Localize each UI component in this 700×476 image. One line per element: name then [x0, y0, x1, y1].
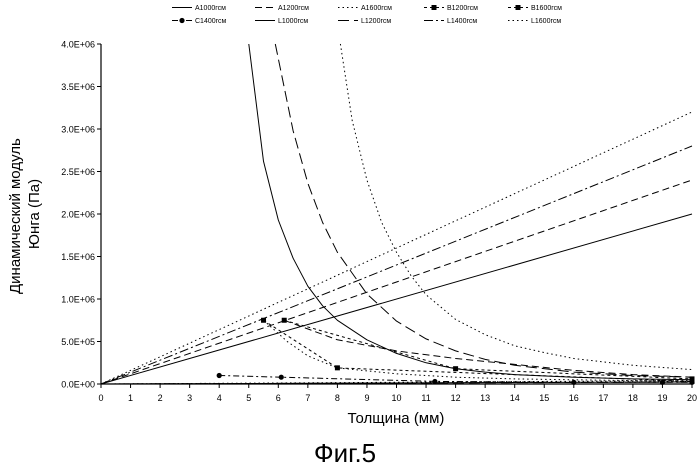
y-tick-label: 2.5E+06	[61, 167, 95, 177]
series-line	[340, 44, 692, 370]
legend-entry: L1400гсм	[424, 18, 477, 25]
x-tick-label: 6	[276, 393, 281, 403]
series-A1600гсм	[101, 112, 692, 384]
data-point	[282, 318, 287, 323]
series-line	[264, 320, 693, 381]
legend-entry: B1200гсм	[424, 5, 478, 12]
data-point	[279, 375, 284, 380]
series-line	[101, 112, 692, 384]
series-curve-13	[284, 320, 692, 377]
legend-label: B1600гсм	[531, 5, 562, 12]
series-curve-11	[275, 44, 692, 377]
x-tick-label: 3	[187, 393, 192, 403]
x-tick-label: 18	[628, 393, 638, 403]
series-line	[101, 146, 692, 384]
y-ticks: 0.0E+00 5.0E+05 1.0E+06 1.5E+06 2.0E+06 2.5E+…	[61, 40, 101, 390]
x-tick-label: 8	[335, 393, 340, 403]
x-tick-label: 4	[217, 393, 222, 403]
series-L1400гсм	[101, 146, 692, 384]
legend-marker	[516, 5, 521, 10]
legend-label: L1000гсм	[278, 18, 308, 25]
y-tick-label: 3.0E+06	[61, 125, 95, 135]
legend-entry: A1200гсм	[255, 5, 309, 12]
x-tick-label: 19	[657, 393, 667, 403]
x-ticks: 01234567891011121314151617181920	[98, 384, 697, 403]
x-tick-label: 5	[246, 393, 251, 403]
series-layer	[101, 44, 695, 385]
series-line	[101, 214, 692, 384]
legend-label: L1600гсм	[531, 18, 561, 25]
x-tick-label: 1	[128, 393, 133, 403]
legend-entry: C1400гсм	[172, 18, 227, 25]
x-tick-label: 17	[598, 393, 608, 403]
x-tick-label: 12	[451, 393, 461, 403]
series-curve-14	[264, 320, 693, 381]
legend-entry: B1600гсм	[508, 5, 562, 12]
x-tick-label: 10	[391, 393, 401, 403]
x-tick-label: 15	[539, 393, 549, 403]
x-tick-label: 9	[364, 393, 369, 403]
y-axis-title-line-1: Динамический модуль	[7, 138, 24, 294]
legend-label: L1400гсм	[447, 18, 477, 25]
figure-caption: Фиг.5	[314, 438, 376, 468]
y-tick-label: 2.0E+06	[61, 210, 95, 220]
x-tick-label: 2	[158, 393, 163, 403]
legend-label: A1600гсм	[361, 5, 392, 12]
legend-entry: A1600гсм	[338, 5, 392, 12]
series-line	[264, 320, 693, 381]
x-tick-label: 0	[98, 393, 103, 403]
legend-entry: L1000гсм	[255, 18, 308, 25]
data-point	[217, 373, 222, 378]
y-axis-title: Динамический модуль Юнга (Па)	[7, 134, 43, 294]
y-tick-label: 0.0E+00	[61, 380, 95, 390]
legend-label: A1000гсм	[195, 5, 226, 12]
axes	[101, 44, 692, 384]
series-line	[284, 320, 692, 377]
y-tick-label: 4.0E+06	[61, 40, 95, 50]
x-tick-label: 7	[305, 393, 310, 403]
series-line	[275, 44, 692, 377]
legend-entry: A1000гсм	[172, 5, 226, 12]
x-axis-title: Толщина (мм)	[348, 410, 445, 427]
x-tick-label: 13	[480, 393, 490, 403]
legend-entry: L1200гсм	[338, 18, 391, 25]
series-B1200гсм	[261, 318, 694, 384]
y-tick-label: 1.5E+06	[61, 252, 95, 262]
x-tick-label: 16	[569, 393, 579, 403]
legend-entry: L1600гсм	[508, 18, 561, 25]
y-axis-title-line-2: Юнга (Па)	[26, 179, 43, 249]
legend-label: C1400гсм	[195, 18, 227, 25]
y-tick-label: 1.0E+06	[61, 295, 95, 305]
legend-marker	[179, 18, 184, 23]
legend-marker	[432, 5, 437, 10]
x-tick-label: 20	[687, 393, 697, 403]
series-curve-12	[340, 44, 692, 370]
x-tick-label: 11	[421, 393, 430, 403]
series-line	[284, 320, 692, 379]
legend: A1000гсм A1200гсм A1600гсм B1200гсм B1600гсм…	[172, 5, 562, 25]
x-tick-label: 14	[510, 393, 520, 403]
series-A1000гсм	[101, 214, 692, 384]
y-tick-label: 5.0E+05	[61, 337, 95, 347]
y-tick-label: 3.5E+06	[61, 82, 95, 92]
legend-label: B1200гсм	[447, 5, 478, 12]
legend-label: A1200гсм	[278, 5, 309, 12]
legend-label: L1200гсм	[361, 18, 391, 25]
